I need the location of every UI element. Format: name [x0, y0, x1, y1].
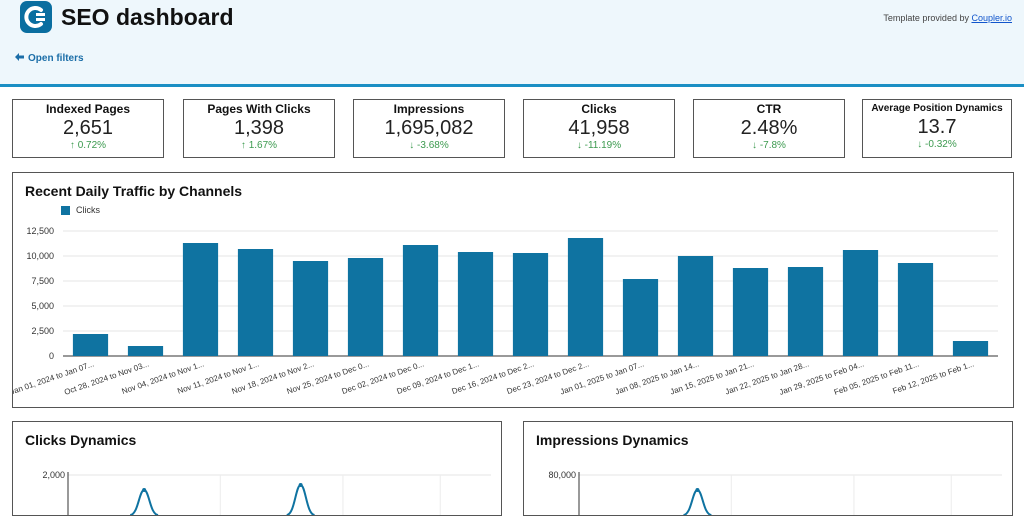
bar — [182, 243, 219, 356]
kpi-value: 1,398 — [233, 117, 285, 139]
bar — [457, 252, 494, 356]
kpi-card-clicks: Clicks 41,958 ↓ -11.19% — [523, 99, 675, 158]
kpi-card-ctr: CTR 2.48% ↓ -7.8% — [693, 99, 845, 158]
bar — [347, 258, 384, 356]
kpi-card-indexed-pages: Indexed Pages 2,651 ↑ 0.72% — [12, 99, 164, 158]
bar — [567, 238, 604, 356]
kpi-delta: ↑ 1.67% — [240, 140, 278, 151]
kpi-title: Impressions — [393, 102, 465, 116]
kpi-delta: ↓ -11.19% — [576, 140, 622, 151]
kpi-value: 41,958 — [568, 117, 630, 139]
y-tick-label: 12,500 — [26, 226, 54, 236]
kpi-title: Indexed Pages — [45, 102, 131, 116]
credit-text: Template provided by — [883, 13, 972, 23]
clicks-dynamics-panel: Clicks Dynamics 2,000 — [12, 421, 502, 516]
arrow-left-icon — [15, 53, 24, 64]
impressions-line-chart: 80,000 — [548, 470, 1002, 515]
traffic-chart-title: Recent Daily Traffic by Channels — [25, 183, 243, 199]
kpi-value: 13.7 — [917, 116, 957, 138]
data-point — [142, 488, 147, 492]
kpi-title: Clicks — [581, 102, 617, 116]
data-point — [695, 488, 700, 492]
coupler-link[interactable]: Coupler.io — [971, 13, 1012, 23]
series-line — [683, 488, 712, 515]
open-filters-label: Open filters — [28, 53, 84, 64]
impressions-dynamics-panel: Impressions Dynamics 80,000 — [523, 421, 1013, 516]
bar — [72, 334, 109, 356]
kpi-delta: ↓ -7.8% — [752, 140, 786, 151]
legend-label: Clicks — [76, 205, 100, 215]
bar — [292, 261, 329, 356]
bar — [787, 267, 824, 356]
clicks-dynamics-title: Clicks Dynamics — [25, 432, 137, 448]
kpi-value: 1,695,082 — [384, 117, 474, 139]
kpi-card-average-position: Average Position Dynamics 13.7 ↓ -0.32% — [862, 99, 1012, 158]
bar — [512, 253, 549, 356]
kpi-card-pages-with-clicks: Pages With Clicks 1,398 ↑ 1.67% — [183, 99, 335, 158]
impressions-dynamics-title: Impressions Dynamics — [536, 432, 689, 448]
page-header: SEO dashboard Template provided by Coupl… — [0, 0, 1024, 85]
bar — [952, 341, 989, 356]
bar — [237, 249, 274, 356]
kpi-title: Average Position Dynamics — [871, 103, 1003, 114]
clicks-line-chart: 2,000 — [42, 470, 491, 515]
kpi-delta: ↑ 0.72% — [69, 140, 107, 151]
bar — [732, 268, 769, 356]
bar — [842, 250, 879, 356]
data-point — [298, 483, 303, 487]
page-title: SEO dashboard — [61, 4, 234, 30]
series-line — [286, 483, 316, 515]
bar — [622, 279, 659, 356]
traffic-chart-panel: Recent Daily Traffic by Channels Clicks … — [12, 172, 1014, 408]
kpi-value: 2.48% — [740, 117, 798, 139]
y-tick-label: 7,500 — [31, 276, 54, 286]
kpi-title: Pages With Clicks — [207, 102, 311, 116]
series-line — [129, 488, 159, 515]
bar — [127, 346, 164, 356]
y-tick-label: 0 — [49, 351, 54, 361]
legend-swatch — [61, 205, 70, 215]
bar — [402, 245, 439, 356]
y-tick-label: 5,000 — [31, 301, 54, 311]
kpi-value: 2,651 — [62, 117, 114, 139]
kpi-delta: ↓ -3.68% — [409, 140, 449, 151]
y-tick-label: 10,000 — [26, 251, 54, 261]
y-tick-label: 80,000 — [548, 470, 576, 480]
kpi-delta: ↓ -0.32% — [917, 139, 957, 150]
coupler-logo-icon — [20, 1, 52, 33]
kpi-title: CTR — [756, 102, 782, 116]
kpi-card-impressions: Impressions 1,695,082 ↓ -3.68% — [353, 99, 505, 158]
bar — [677, 256, 714, 356]
chart-legend[interactable]: Clicks — [61, 205, 100, 215]
header-divider — [0, 84, 1024, 87]
template-credit: Template provided by Coupler.io — [883, 13, 1012, 23]
y-tick-label: 2,000 — [42, 470, 65, 480]
y-tick-label: 2,500 — [31, 326, 54, 336]
open-filters-button[interactable]: Open filters — [15, 53, 84, 64]
bar — [897, 263, 934, 356]
